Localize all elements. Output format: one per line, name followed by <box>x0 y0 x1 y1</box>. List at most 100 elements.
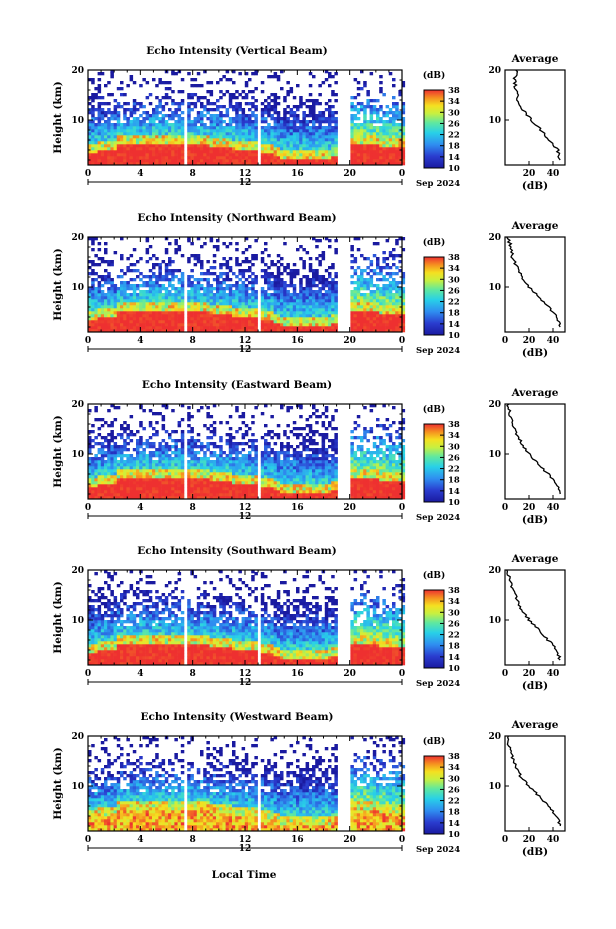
heatmap-cell <box>254 275 258 279</box>
heatmap-cell <box>136 132 140 136</box>
heatmap-cell <box>241 317 246 321</box>
heatmap-cell <box>136 141 140 145</box>
heatmap-cell <box>398 323 402 327</box>
heatmap-cell <box>238 93 242 97</box>
heatmap-cell <box>315 314 319 318</box>
heatmap-cell <box>379 302 383 306</box>
heatmap-cell <box>206 469 210 473</box>
heatmap-cell <box>216 287 220 291</box>
heatmap-cell <box>356 123 361 127</box>
heatmap-cell <box>305 129 310 133</box>
heatmap-cell <box>110 159 114 163</box>
heatmap-cell <box>148 329 153 333</box>
heatmap-cell <box>356 281 361 285</box>
heatmap-cell <box>145 132 150 136</box>
heatmap-cell <box>174 496 178 500</box>
heatmap-cell <box>308 129 313 133</box>
heatmap-cell <box>190 93 194 97</box>
heatmap-cell <box>120 129 124 133</box>
heatmap-cell <box>385 162 390 166</box>
heatmap-cell <box>161 284 166 288</box>
heatmap-cell <box>369 269 374 273</box>
heatmap-cell <box>254 70 258 74</box>
heatmap-cell <box>289 299 294 303</box>
heatmap-cell <box>177 481 182 485</box>
heatmap-cell <box>328 162 332 166</box>
heatmap-cell <box>129 75 134 79</box>
heatmap-cell <box>398 90 402 94</box>
heatmap-cell <box>104 269 108 273</box>
heatmap-cell <box>203 487 207 491</box>
heatmap-cell <box>126 436 130 440</box>
heatmap-cell <box>296 84 300 88</box>
heatmap-cell <box>331 329 335 333</box>
heatmap-cell <box>369 135 374 139</box>
heatmap-cell <box>177 138 182 142</box>
heatmap-cell <box>283 296 287 300</box>
heatmap-cell <box>116 460 121 464</box>
heatmap-cell <box>120 281 124 285</box>
heatmap-cell <box>113 469 118 473</box>
heatmap-cell <box>299 102 303 106</box>
heatmap-cell <box>232 159 236 163</box>
heatmap-cell <box>139 421 143 425</box>
heatmap-cell <box>302 266 306 270</box>
heatmap-cell <box>308 308 313 312</box>
heatmap-cell <box>264 138 268 142</box>
heatmap-cell <box>200 120 204 124</box>
heatmap-cell <box>132 126 137 130</box>
heatmap-cell <box>177 278 182 282</box>
heatmap-cell <box>148 484 153 488</box>
heatmap-cell <box>286 147 290 151</box>
heatmap-cell <box>94 320 98 324</box>
heatmap-cell <box>123 481 127 485</box>
heatmap <box>88 237 406 333</box>
heatmap-cell <box>94 323 98 327</box>
heatmap-cell <box>299 96 303 100</box>
heatmap-cell <box>161 415 166 419</box>
heatmap-cell <box>248 156 252 160</box>
heatmap-cell <box>88 448 92 452</box>
heatmap-cell <box>302 123 306 127</box>
x-tick-label: 4 <box>137 169 143 179</box>
heatmap-cell <box>203 481 207 485</box>
average-x-label: (dB) <box>522 347 548 359</box>
heatmap-cell <box>312 278 316 282</box>
heatmap-cell <box>254 132 258 136</box>
heatmap-cell <box>324 132 329 136</box>
heatmap-cell <box>107 323 111 327</box>
heatmap-cell <box>97 329 102 333</box>
heatmap-cell <box>152 451 156 455</box>
heatmap-cell <box>232 460 236 464</box>
heatmap-cell <box>91 237 95 241</box>
heatmap-cell <box>219 150 223 154</box>
heatmap-cell <box>187 466 191 470</box>
heatmap-cell <box>238 320 242 324</box>
heatmap-cell <box>110 484 114 488</box>
heatmap-cell <box>161 293 166 297</box>
heatmap-cell <box>177 466 182 470</box>
heatmap-cell <box>148 141 153 145</box>
heatmap-cell <box>219 475 223 479</box>
heatmap-cell <box>113 478 118 482</box>
heatmap-cell <box>123 314 127 318</box>
heatmap-cell <box>190 78 194 82</box>
heatmap-cell <box>222 320 226 324</box>
heatmap-cell <box>264 144 268 148</box>
heatmap-cell <box>161 105 166 109</box>
heatmap-cell <box>225 314 230 318</box>
heatmap-cell <box>203 144 207 148</box>
heatmap-cell <box>264 162 268 166</box>
heatmap-cell <box>238 105 242 109</box>
heatmap-cell <box>308 302 313 306</box>
heatmap-cell <box>280 120 284 124</box>
heatmap-cell <box>190 96 194 100</box>
y-axis-label: Height (km) <box>52 248 64 320</box>
heatmap-cell <box>363 81 367 85</box>
heatmap-cell <box>296 311 300 315</box>
heatmap-cell <box>379 314 383 318</box>
heatmap-cell <box>379 87 383 91</box>
heatmap-cell <box>251 72 255 76</box>
heatmap-cell <box>161 302 166 306</box>
heatmap-cell <box>148 320 153 324</box>
